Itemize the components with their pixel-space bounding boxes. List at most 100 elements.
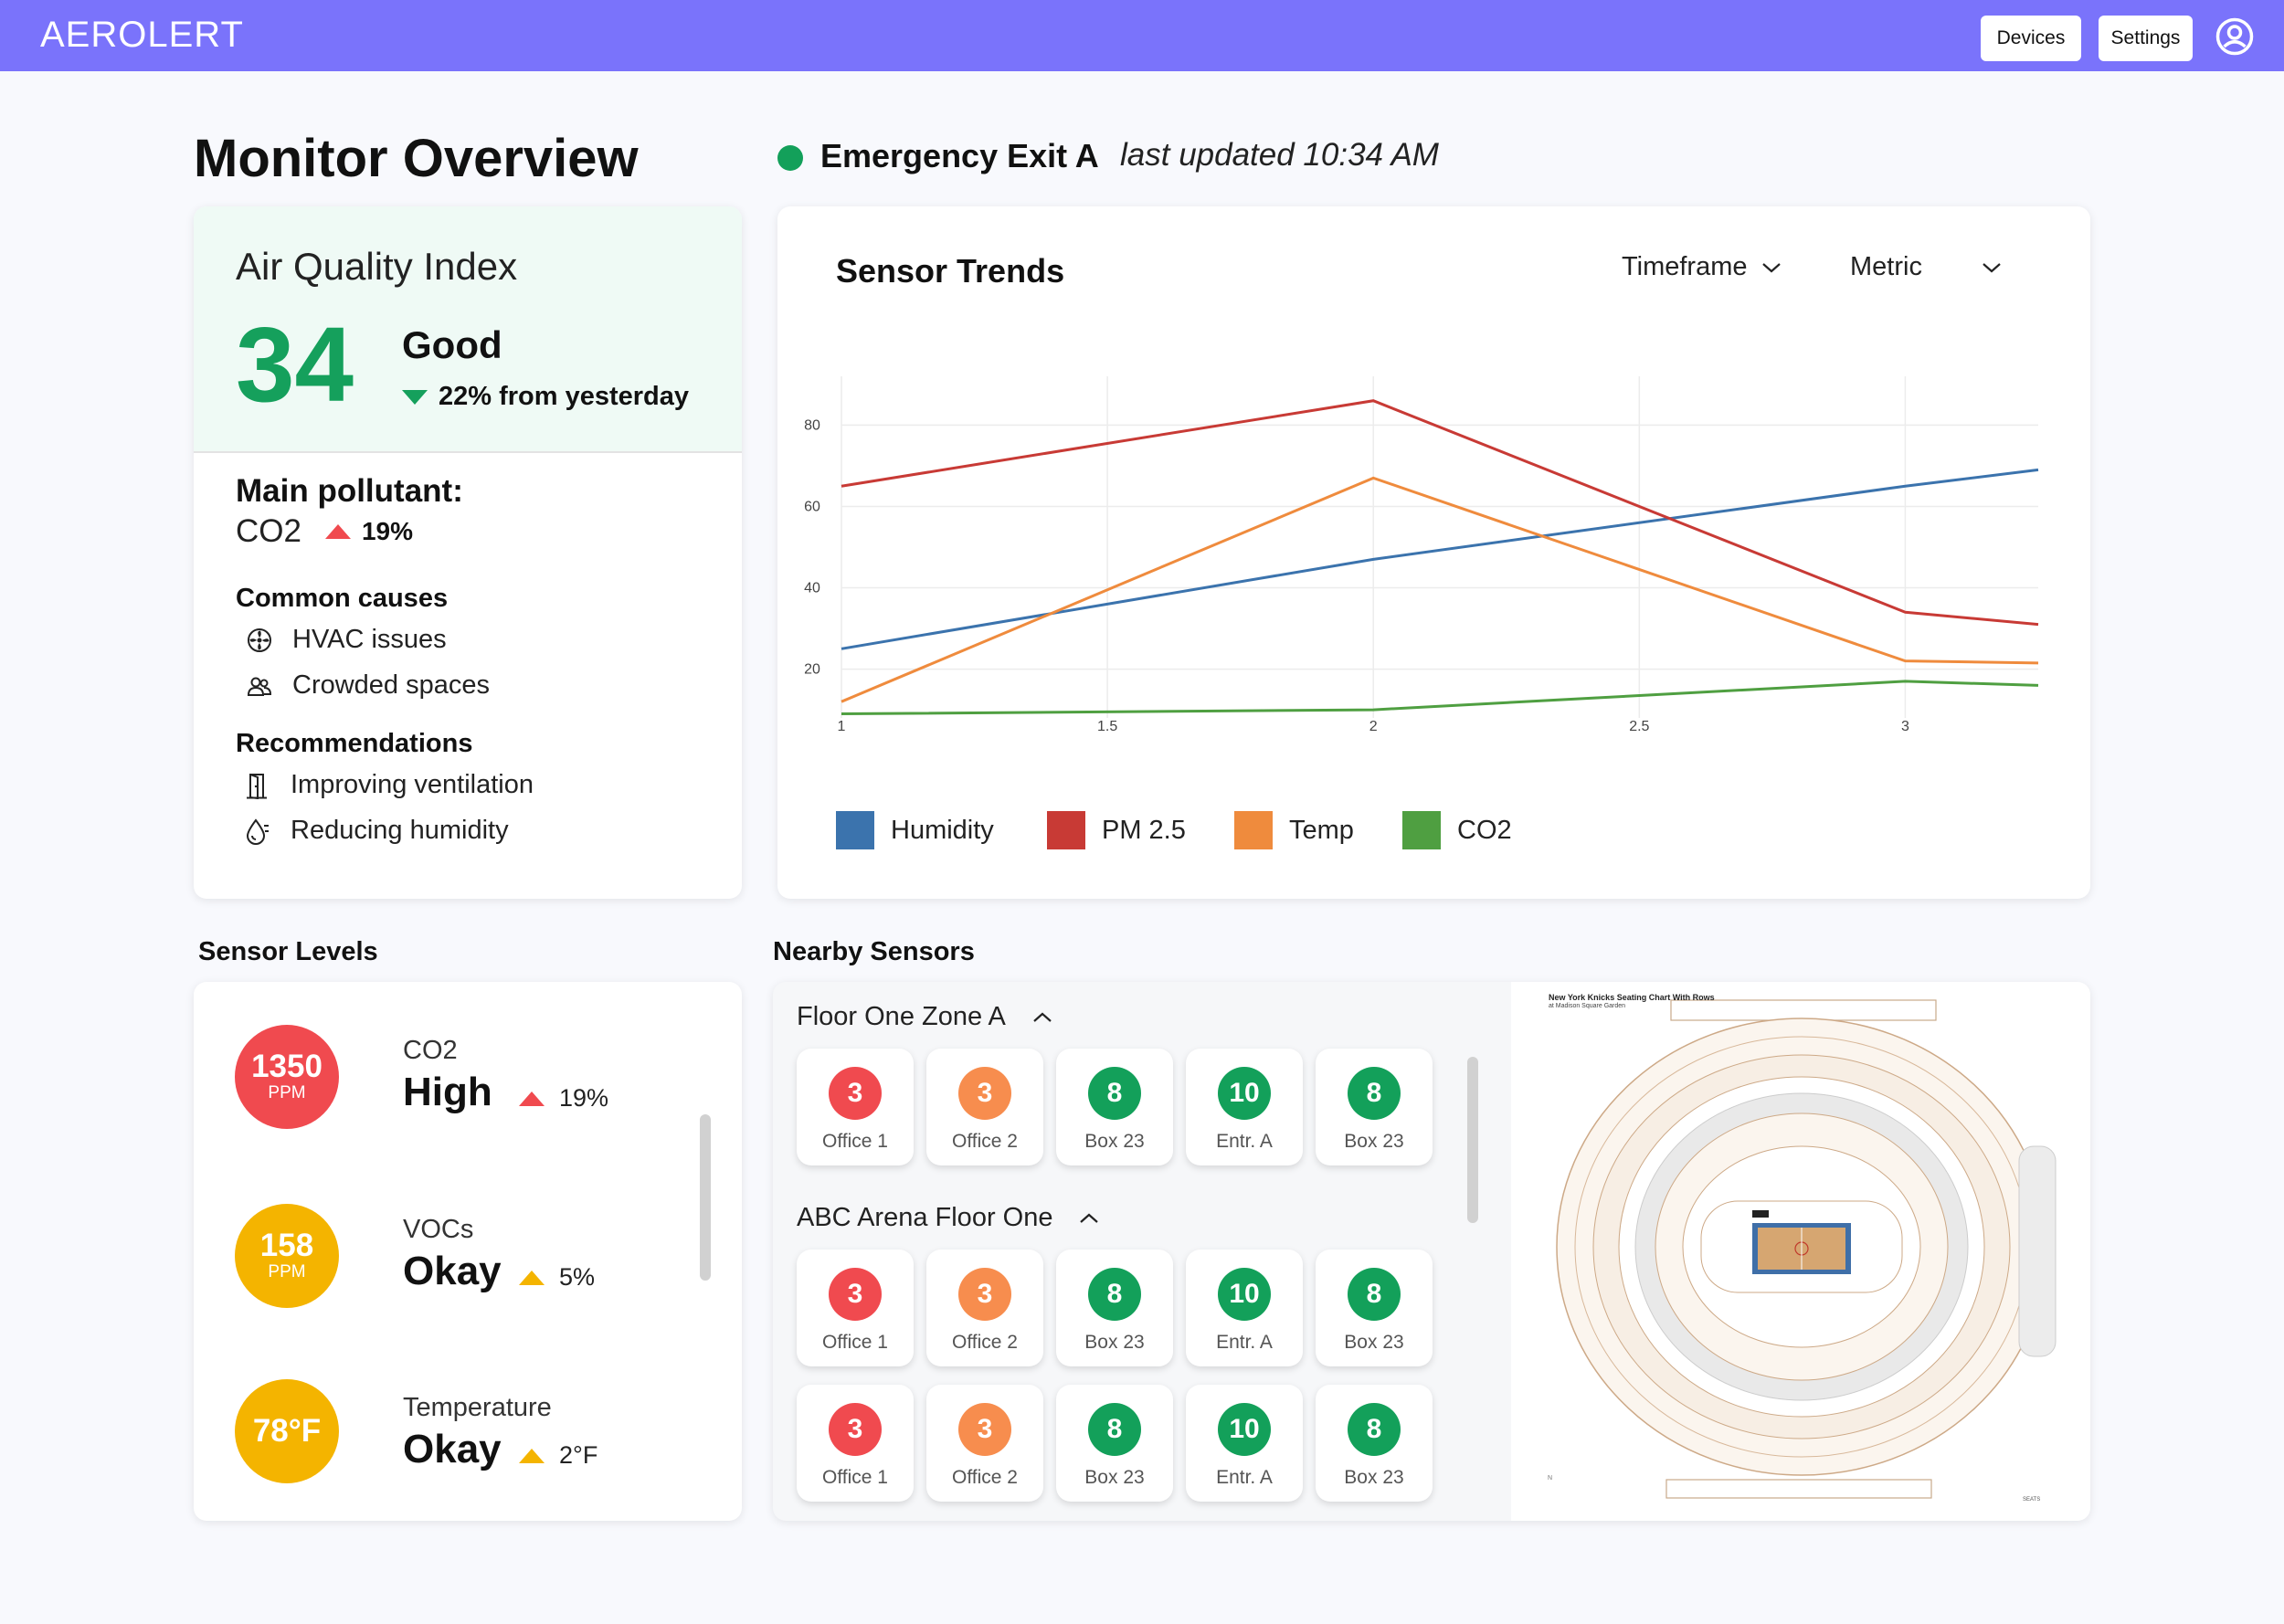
sensor-levels-card: 1350 PPM CO2 High 19% 158 PPM VOCs Okay … (194, 982, 742, 1521)
series-line-pm-2-5[interactable] (841, 399, 2039, 627)
seating-map[interactable]: N SEATS New York Knicks Seating Chart Wi… (1511, 982, 2090, 1521)
level-change-text: 19% (559, 1084, 609, 1112)
svg-text:SEATS: SEATS (2023, 1497, 2040, 1503)
x-tick-label: 2 (1369, 719, 1378, 734)
level-change-text: 2°F (559, 1441, 598, 1469)
level-change-text: 5% (559, 1263, 596, 1291)
sensor-tile[interactable]: 8 Box 23 (1316, 1385, 1433, 1502)
sensor-tile-value: 3 (958, 1403, 1011, 1456)
recommendation-item: Reducing humidity (245, 816, 509, 846)
sensor-tile[interactable]: 3 Office 2 (926, 1250, 1043, 1366)
timeframe-dropdown[interactable]: Timeframe (1622, 252, 1782, 282)
series-line-humidity[interactable] (841, 468, 2039, 650)
level-state: Okay (403, 1249, 502, 1293)
sensor-tile[interactable]: 10 Entr. A (1186, 1385, 1303, 1502)
sensor-tile-name: Office 1 (822, 1467, 888, 1488)
nearby-scrollbar[interactable] (1467, 1057, 1478, 1223)
recommendation-text: Reducing humidity (291, 816, 509, 845)
level-badge: 158 PPM (235, 1204, 339, 1308)
main-pollutant: CO2 19% (236, 513, 413, 550)
sensor-tile-name: Box 23 (1084, 1131, 1145, 1152)
sensor-tile[interactable]: 3 Office 1 (797, 1250, 914, 1366)
sensor-tile-name: Box 23 (1344, 1332, 1404, 1353)
user-circle-icon[interactable] (2215, 16, 2255, 57)
sensor-tile[interactable]: 3 Office 1 (797, 1385, 914, 1502)
zone-header[interactable]: Floor One Zone A (797, 1002, 1053, 1032)
sensor-tile-value: 3 (829, 1067, 882, 1120)
cause-text: HVAC issues (292, 625, 447, 654)
sensor-tile-value: 8 (1348, 1067, 1401, 1120)
cause-item: Crowded spaces (247, 670, 490, 701)
level-name: Temperature (403, 1393, 552, 1422)
legend-item[interactable]: Temp (1234, 811, 1354, 849)
chart-title: Sensor Trends (836, 252, 1065, 290)
sensor-tile[interactable]: 8 Box 23 (1056, 1385, 1173, 1502)
sensor-tile-name: Office 1 (822, 1131, 888, 1152)
sensor-tile[interactable]: 3 Office 2 (926, 1049, 1043, 1165)
sensor-tile[interactable]: 8 Box 23 (1316, 1049, 1433, 1165)
people-icon (247, 677, 272, 696)
legend-item[interactable]: PM 2.5 (1047, 811, 1186, 849)
sensor-tile-value: 10 (1218, 1268, 1271, 1321)
app-logo[interactable]: AEROLERT (40, 15, 244, 55)
recommendation-text: Improving ventilation (291, 770, 534, 799)
zone-name: ABC Arena Floor One (797, 1203, 1053, 1232)
legend-item[interactable]: Humidity (836, 811, 994, 849)
legend-swatch (1402, 811, 1441, 849)
chevron-down-icon (1761, 262, 1781, 272)
sensor-tile-name: Box 23 (1344, 1467, 1404, 1488)
level-change: 5% (519, 1263, 595, 1292)
aqi-summary: Air Quality Index 34 Good 22% from yeste… (194, 206, 742, 453)
sensor-tile-name: Entr. A (1216, 1131, 1273, 1152)
devices-button[interactable]: Devices (1981, 16, 2081, 61)
sensor-tile-value: 8 (1088, 1067, 1141, 1120)
trend-down-icon (402, 389, 428, 405)
chevron-up-icon[interactable] (1031, 1010, 1053, 1025)
zone-header[interactable]: ABC Arena Floor One (797, 1203, 1100, 1233)
metric-label: Metric (1850, 252, 1922, 281)
aqi-value: 34 (236, 305, 354, 424)
y-tick-label: 80 (804, 417, 820, 433)
level-value: 78°F (252, 1412, 322, 1449)
sensor-tile-value: 10 (1218, 1403, 1271, 1456)
arena-map-graphic: N SEATS (1548, 999, 2057, 1503)
series-line-temp[interactable] (841, 476, 2039, 703)
sensor-tile-value: 8 (1348, 1268, 1401, 1321)
sensor-tile-value: 8 (1088, 1403, 1141, 1456)
last-updated: last updated 10:34 AM (1120, 137, 1439, 173)
sensor-tile[interactable]: 8 Box 23 (1056, 1250, 1173, 1366)
trend-up-icon (519, 1448, 545, 1463)
sensor-levels-scrollbar[interactable] (700, 1114, 711, 1281)
aqi-change: 22% from yesterday (402, 382, 689, 412)
sensor-tile-value: 3 (829, 1268, 882, 1321)
trend-line-chart[interactable]: 1 1.5 2 2.5 3 20 40 60 80 (777, 206, 2090, 791)
recommendations-title: Recommendations (236, 729, 473, 758)
legend-label: Temp (1289, 815, 1354, 845)
legend-swatch (1047, 811, 1085, 849)
sensor-tile-value: 10 (1218, 1067, 1271, 1120)
sensor-tile[interactable]: 3 Office 1 (797, 1049, 914, 1165)
main-pollutant-label: Main pollutant: (236, 473, 463, 509)
location-name[interactable]: Emergency Exit A (820, 137, 1099, 174)
sensor-tile-value: 8 (1348, 1403, 1401, 1456)
series-line-co2[interactable] (841, 680, 2039, 716)
x-tick-label: 1.5 (1097, 719, 1117, 734)
settings-button[interactable]: Settings (2099, 16, 2193, 61)
chevron-up-icon[interactable] (1078, 1211, 1100, 1226)
sensor-tile[interactable]: 10 Entr. A (1186, 1250, 1303, 1366)
metric-dropdown[interactable]: Metric (1850, 252, 2003, 282)
legend-label: PM 2.5 (1102, 815, 1186, 845)
sensor-tile-name: Entr. A (1216, 1467, 1273, 1488)
level-value: 1350 (251, 1049, 323, 1085)
map-subtitle: at Madison Square Garden (1549, 1003, 1626, 1009)
sensor-tile[interactable]: 8 Box 23 (1056, 1049, 1173, 1165)
legend-swatch (836, 811, 874, 849)
level-change: 19% (519, 1084, 608, 1113)
cause-text: Crowded spaces (292, 670, 490, 700)
sensor-tile[interactable]: 8 Box 23 (1316, 1250, 1433, 1366)
legend-item[interactable]: CO2 (1402, 811, 1512, 849)
sensor-tile[interactable]: 10 Entr. A (1186, 1049, 1303, 1165)
zone-name: Floor One Zone A (797, 1002, 1006, 1031)
sensor-tile[interactable]: 3 Office 2 (926, 1385, 1043, 1502)
y-tick-label: 20 (804, 662, 820, 678)
